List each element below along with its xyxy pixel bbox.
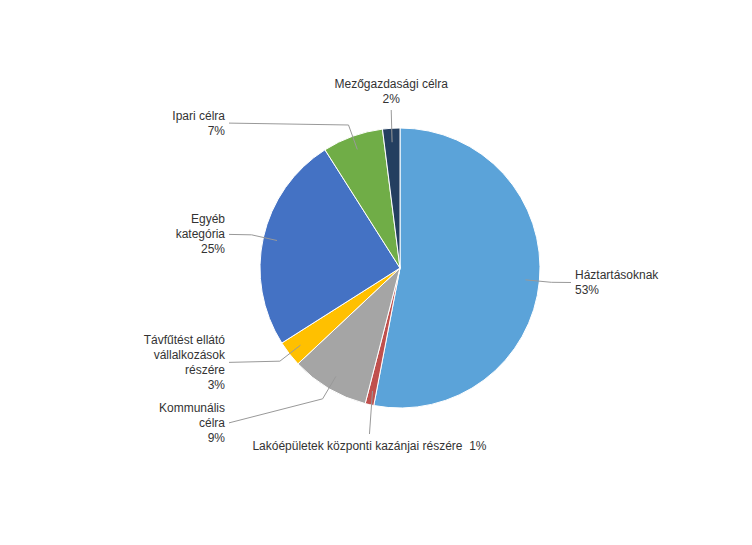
slice-label: Egyébkategória25% [176, 212, 226, 256]
slice-label: Lakóépületek központi kazánjai részére 1… [252, 439, 486, 453]
labels: Ipari célra7% Egyébkategória25% Távfűtést … [144, 77, 660, 453]
pie-slice [382, 128, 400, 268]
leader-lines [229, 110, 571, 434]
pie-chart: Ipari célra7% Egyébkategória25% Távfűtést … [0, 0, 752, 545]
slice-label: Kommunáliscélra9% [159, 401, 225, 445]
leader-line [229, 123, 357, 149]
leader-line [525, 280, 571, 283]
leader-line [229, 345, 300, 362]
leader-line [229, 234, 277, 240]
leader-line [229, 376, 336, 422]
slice-label: Távfűtést ellátóvállalkozásokrészére3% [144, 333, 226, 392]
slices [260, 128, 540, 408]
slice-label: Ipari célra7% [172, 109, 225, 138]
slice-label: Mezőgazdasági célra2% [335, 77, 449, 106]
leader-line [391, 110, 393, 142]
leader-line [369, 391, 372, 434]
chart-container: Ipari célra7% Egyébkategória25% Távfűtést … [0, 0, 752, 545]
slice-label: Háztartásoknak53% [575, 268, 659, 297]
